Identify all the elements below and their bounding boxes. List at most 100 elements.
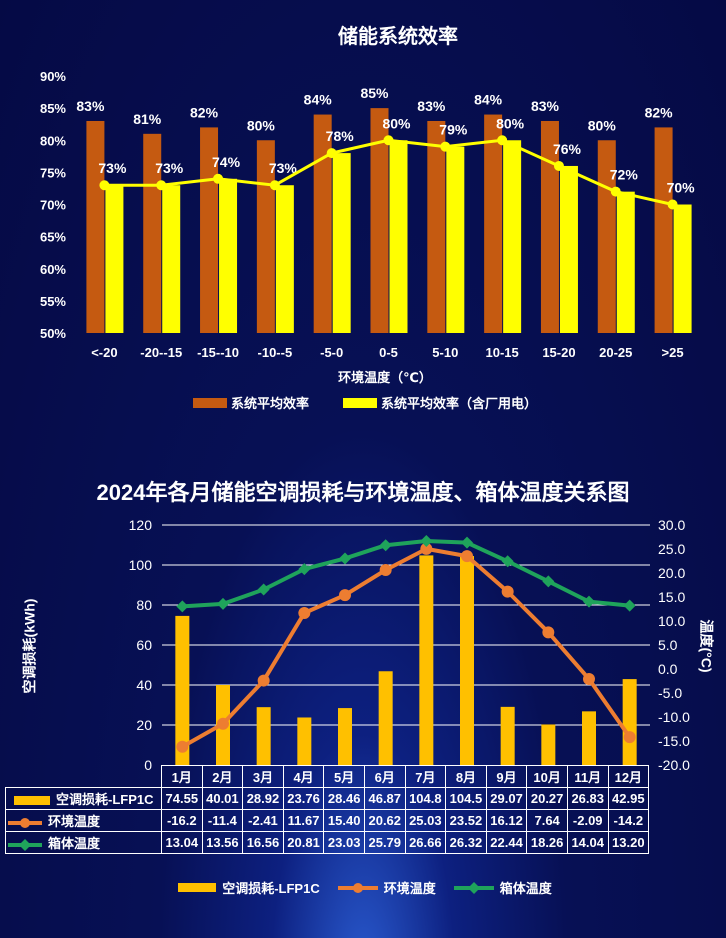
legend-label-system-efficiency: 系统平均效率 bbox=[231, 396, 309, 411]
table-cell: -14.2 bbox=[607, 809, 650, 832]
ambient-temp-line bbox=[181, 546, 632, 749]
table-cell: 25.79 bbox=[363, 831, 406, 854]
table-cell: 29.07 bbox=[485, 787, 528, 810]
ambient-temp-point bbox=[542, 626, 555, 639]
bar-system-efficiency bbox=[256, 140, 275, 333]
y2-tick-label: 0.0 bbox=[658, 661, 678, 677]
bar-efficiency-with-aux bbox=[219, 178, 238, 333]
bar-efficiency-with-aux bbox=[275, 185, 294, 333]
x-tick-label: 15-20 bbox=[542, 345, 575, 360]
x-axis-label: 环境温度（℃） bbox=[338, 370, 432, 385]
table-cell: 11.67 bbox=[282, 809, 325, 832]
data-label-efficiency-with-aux: 76% bbox=[553, 141, 582, 157]
series-name: 空调损耗-LFP1C bbox=[56, 792, 154, 807]
data-label-system-efficiency: 82% bbox=[190, 104, 219, 120]
series-label-cell: 箱体温度 bbox=[5, 831, 162, 854]
legend-item-ac-loss: 空调损耗-LFP1C bbox=[174, 878, 320, 897]
box-temp-point bbox=[339, 552, 351, 565]
data-label-efficiency-with-aux: 79% bbox=[439, 122, 468, 138]
month-header: 3月 bbox=[242, 765, 284, 788]
bar-efficiency-with-aux bbox=[332, 153, 351, 333]
x-tick-label: 0-5 bbox=[379, 345, 398, 360]
y2-tick-label: 5.0 bbox=[658, 637, 678, 653]
bar-system-efficiency bbox=[313, 114, 332, 333]
bar-efficiency-with-aux bbox=[503, 140, 522, 333]
table-cell: 13.56 bbox=[201, 831, 244, 854]
box-temp-point bbox=[379, 539, 392, 552]
bar-efficiency-with-aux bbox=[162, 185, 181, 333]
table-cell: 46.87 bbox=[363, 787, 406, 810]
bar-efficiency-with-aux bbox=[673, 204, 692, 333]
ambient-temp-point bbox=[623, 731, 636, 744]
data-label-efficiency-with-aux: 80% bbox=[496, 115, 525, 131]
bar-ac-loss bbox=[297, 717, 312, 765]
series-label-cell: 环境温度 bbox=[5, 809, 162, 832]
bar-efficiency-with-aux bbox=[559, 165, 578, 333]
table-cell: 22.44 bbox=[485, 831, 528, 854]
legend-label: 空调损耗-LFP1C bbox=[222, 881, 320, 896]
efficiency-point bbox=[269, 180, 280, 191]
y-tick-label: 20 bbox=[136, 717, 152, 733]
table-corner bbox=[6, 766, 162, 788]
y2-tick-label: 25.0 bbox=[658, 541, 685, 557]
month-header: 1月 bbox=[161, 765, 203, 788]
line-diamond-icon bbox=[453, 881, 494, 894]
month-header: 7月 bbox=[404, 765, 447, 788]
y2-tick-label: -15.0 bbox=[658, 733, 690, 749]
table-cell: 23.52 bbox=[445, 809, 487, 832]
x-tick-label: <-20 bbox=[91, 345, 117, 360]
ambient-temp-point bbox=[217, 717, 229, 730]
ac-loss-chart-title: 2024年各月储能空调损耗与环境温度、箱体温度关系图 bbox=[96, 480, 630, 505]
legend-label: 环境温度 bbox=[383, 881, 436, 896]
table-cell: 26.66 bbox=[404, 831, 447, 854]
y2-tick-label: -5.0 bbox=[658, 685, 682, 701]
data-table: 1月 2月 3月 4月 5月 6月 7月 8月 9月 10月 11月 12月 空调损耗-LFP1C 74.… bbox=[5, 765, 650, 854]
bar-ac-loss bbox=[256, 707, 271, 765]
legend-item-box-temp: 箱体温度 bbox=[450, 878, 552, 897]
efficiency-point bbox=[383, 135, 394, 146]
x-tick-label: -5-0 bbox=[320, 345, 343, 360]
ambient-temp-point bbox=[501, 585, 514, 598]
efficiency-point bbox=[326, 148, 337, 159]
month-header: 2月 bbox=[201, 765, 244, 788]
data-label-system-efficiency: 84% bbox=[474, 92, 503, 108]
table-cell: 13.04 bbox=[161, 831, 203, 854]
data-label-efficiency-with-aux: 72% bbox=[610, 167, 639, 183]
box-temp-point bbox=[420, 535, 433, 548]
bar-efficiency-with-aux bbox=[389, 140, 408, 333]
ambient-temp-point bbox=[339, 589, 351, 602]
series-label-cell: 空调损耗-LFP1C bbox=[5, 787, 162, 810]
ambient-temp-point bbox=[379, 564, 392, 577]
bar-ac-loss bbox=[460, 556, 474, 765]
table-cell: 23.03 bbox=[323, 831, 365, 854]
month-header: 5月 bbox=[323, 765, 365, 788]
box-temp-point bbox=[257, 583, 270, 596]
bar-system-efficiency bbox=[86, 120, 105, 333]
bar-efficiency-with-aux bbox=[446, 146, 465, 333]
data-label-system-efficiency: 84% bbox=[304, 92, 333, 108]
efficiency-point bbox=[553, 160, 564, 171]
y2-tick-label: -20.0 bbox=[658, 757, 690, 773]
ambient-temp-point bbox=[583, 673, 595, 686]
table-cell: 104.5 bbox=[445, 787, 487, 810]
bar-ac-loss bbox=[378, 671, 393, 765]
box-temp-point bbox=[542, 575, 555, 588]
month-header: 6月 bbox=[363, 765, 406, 788]
y2-tick-label: 30.0 bbox=[658, 517, 685, 533]
y-tick-label: 40 bbox=[136, 677, 152, 693]
y2-tick-label: 15.0 bbox=[658, 589, 685, 605]
box-temp-point bbox=[583, 595, 595, 608]
y-tick-label: 60 bbox=[136, 637, 152, 653]
legend-label-efficiency-with-aux: 系统平均效率（含厂用电） bbox=[381, 396, 537, 411]
y2-tick-label: 10.0 bbox=[658, 613, 685, 629]
table-cell: 40.01 bbox=[201, 787, 244, 810]
table-cell: 20.81 bbox=[282, 831, 325, 854]
bar-system-efficiency bbox=[540, 120, 559, 333]
table-cell: 20.62 bbox=[363, 809, 406, 832]
legend-label: 箱体温度 bbox=[499, 881, 552, 896]
bar-ac-loss bbox=[622, 679, 637, 765]
y2-tick-label: 20.0 bbox=[658, 565, 685, 581]
box-temp-line bbox=[182, 539, 630, 609]
legend-swatch-efficiency-with-aux bbox=[343, 398, 377, 408]
